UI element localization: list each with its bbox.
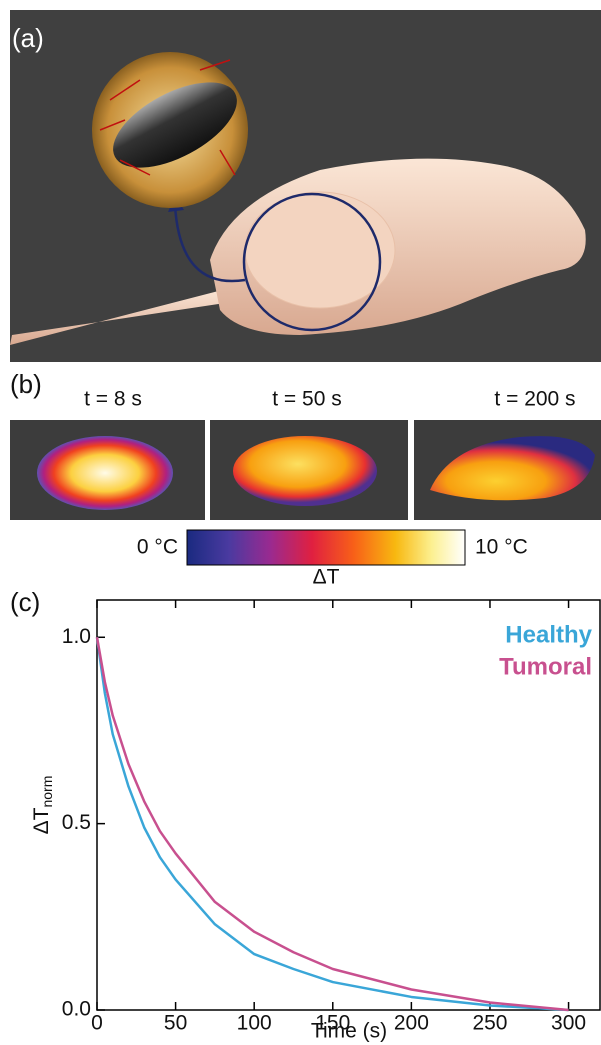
y-axis-label-main: ΔT [30,807,53,834]
x-tick-label: 200 [394,1012,429,1035]
colorbar-label: ΔT [313,566,340,589]
x-tick-label: 0 [91,1012,103,1035]
y-axis-label-sub: norm [39,776,55,808]
y-tick-label: 0.0 [62,998,91,1021]
legend-entry: Healthy [505,621,592,648]
time-label: t = 8 s [84,388,142,411]
inset [92,52,248,208]
colorbar-max: 10 °C [475,536,528,559]
colorbar [186,529,466,566]
x-axis-label: Time (s) [311,1020,387,1043]
panel-label: (b) [10,369,42,399]
plot-frame [96,599,601,1011]
time-label: t = 50 s [272,388,341,411]
y-axis-label: ΔTnorm [30,776,55,835]
panel-label: (a) [12,23,44,53]
x-tick-label: 300 [551,1012,586,1035]
colorbar-min: 0 °C [137,536,178,559]
x-tick-label: 100 [237,1012,272,1035]
series-line [95,637,569,1012]
y-tick-label: 0.5 [62,811,91,834]
series-line [95,637,569,1012]
mouse [10,158,586,345]
heat-maps [10,420,601,520]
x-tick-label: 250 [472,1012,507,1035]
panel-label: (c) [10,587,40,617]
legend-entry: Tumoral [499,653,592,680]
time-label: t = 200 s [494,388,575,411]
x-tick-label: 150 [315,1012,350,1035]
y-tick-label: 1.0 [62,625,91,648]
x-tick-label: 50 [164,1012,187,1035]
